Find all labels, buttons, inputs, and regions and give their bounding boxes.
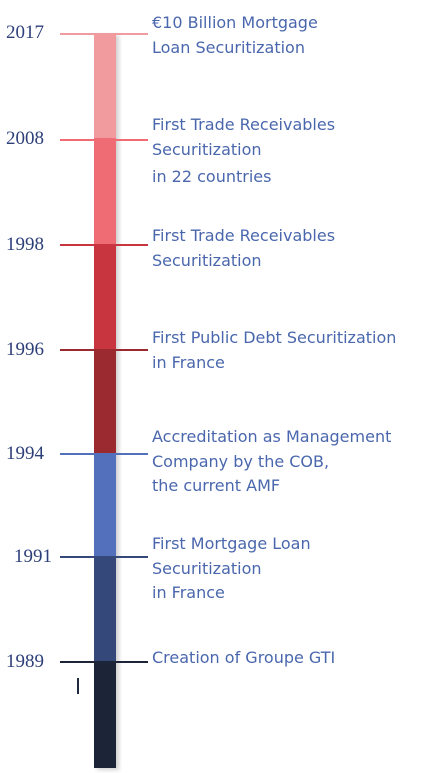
segment-1989 xyxy=(94,662,116,768)
tick-1996 xyxy=(60,349,148,351)
milestone-2017-label: €10 Billion Mortgage Loan Securitization xyxy=(152,11,434,60)
year-1991: 1991 xyxy=(14,546,52,567)
label-line: Company by the COB, xyxy=(152,451,330,471)
tick-2017 xyxy=(60,33,148,35)
label-line: First Trade Receivables xyxy=(152,115,336,134)
label-line: €10 Billion Mortgage xyxy=(152,13,318,32)
label-line: Loan Securitization xyxy=(152,37,305,57)
segment-1994 xyxy=(94,453,116,556)
segment-1991 xyxy=(94,556,116,662)
label-line: First Mortgage Loan xyxy=(152,534,311,553)
segment-1998 xyxy=(94,245,116,350)
tick-1998 xyxy=(60,244,148,246)
tick-stub-1989 xyxy=(77,678,79,694)
label-line: Securitization xyxy=(152,558,262,578)
milestone-1998-label: First Trade Receivables Securitization xyxy=(152,224,434,273)
tick-2008 xyxy=(60,139,148,141)
label-line: the current AMF xyxy=(152,476,281,495)
milestone-1996-label: First Public Debt Securitization in Fran… xyxy=(152,326,434,375)
segment-1996 xyxy=(94,350,116,453)
segment-2017 xyxy=(94,33,116,138)
year-2008: 2008 xyxy=(6,128,44,149)
milestone-1989-label: Creation of Groupe GTI xyxy=(152,646,434,671)
year-1996: 1996 xyxy=(6,339,44,360)
tick-1989 xyxy=(60,661,148,663)
label-line: Securitization xyxy=(152,250,262,270)
year-1989: 1989 xyxy=(6,651,44,672)
tick-1991 xyxy=(60,556,148,558)
milestone-1991-label: First Mortgage Loan Securitization in Fr… xyxy=(152,532,434,606)
year-1998: 1998 xyxy=(6,234,44,255)
label-line: First Public Debt Securitization xyxy=(152,328,397,347)
label-line: Creation of Groupe GTI xyxy=(152,648,336,667)
label-line: in France xyxy=(152,583,225,602)
year-1994: 1994 xyxy=(6,443,44,464)
label-line: in 22 countries xyxy=(152,167,272,186)
timeline-bar xyxy=(94,33,116,768)
label-line: Accreditation as Management xyxy=(152,427,392,446)
label-line: First Trade Receivables xyxy=(152,226,336,245)
milestone-1994-label: Accreditation as Management Company by t… xyxy=(152,425,434,499)
label-line: in France xyxy=(152,352,225,372)
segment-2008 xyxy=(94,138,116,245)
tick-1994 xyxy=(60,453,148,455)
year-2017: 2017 xyxy=(6,22,44,43)
milestone-2008-label: First Trade Receivables Securitization i… xyxy=(152,113,434,190)
label-line: Securitization xyxy=(152,139,262,159)
